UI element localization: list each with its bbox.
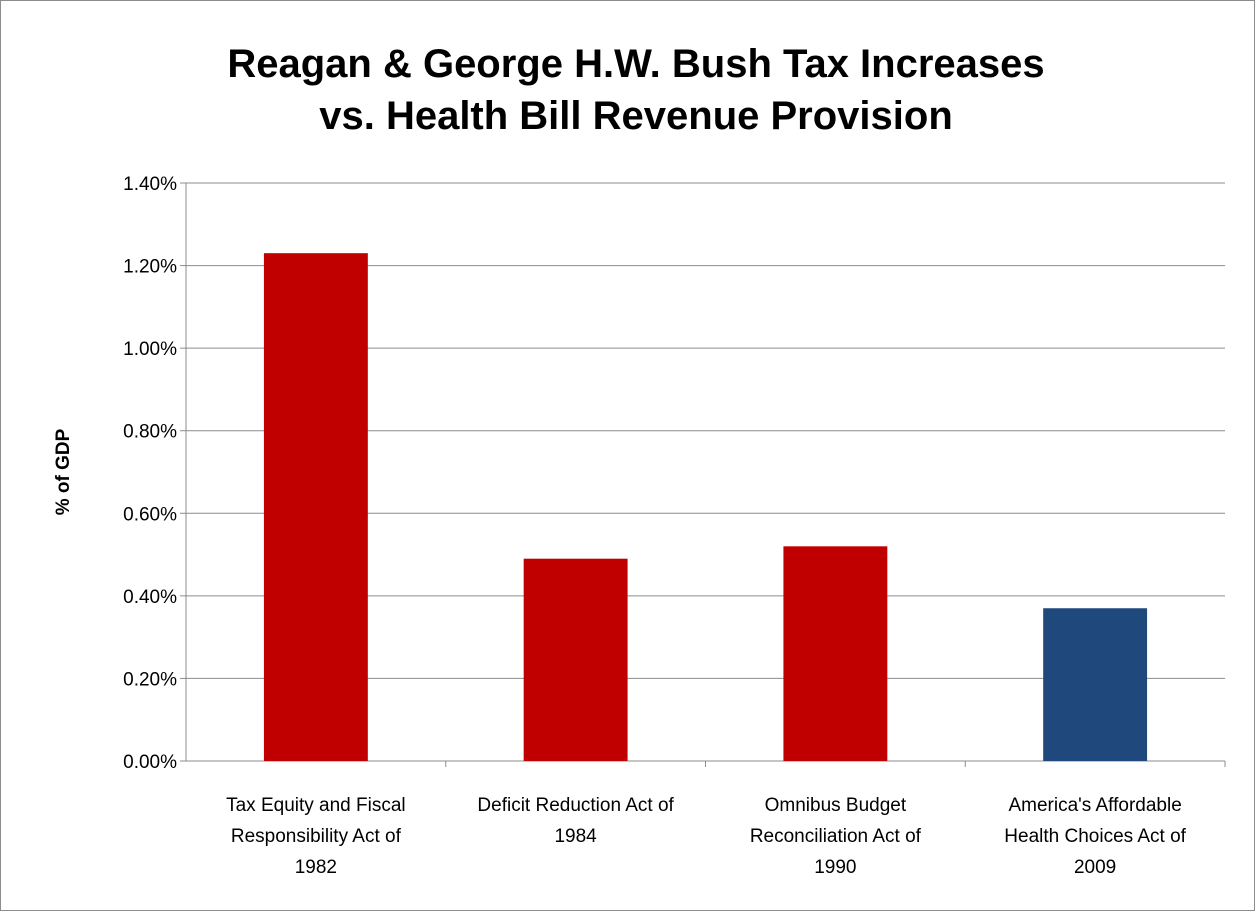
chart-title: Reagan & George H.W. Bush Tax Increases v… — [227, 42, 1044, 138]
chart-title-line-1: vs. Health Bill Revenue Provision — [319, 94, 953, 138]
y-tick-label-4: 0.80% — [123, 422, 177, 443]
x-category-label-0-1: Responsibility Act of — [231, 826, 402, 847]
y-axis-ticks: 0.00% 0.20% 0.40% 0.60% 0.80% 1.00% 1.20% 1.40% — [123, 174, 177, 773]
y-axis-label-text: % of GDP — [53, 428, 74, 515]
x-category-label-2-2: 1990 — [814, 857, 856, 878]
x-category-label-2-0: Omnibus Budget — [765, 795, 907, 816]
bars — [263, 253, 1148, 761]
bar-0 — [263, 253, 368, 761]
x-category-label-1-1: 1984 — [554, 826, 597, 847]
y-tick-label-3: 0.60% — [123, 504, 177, 525]
chart-title-line-0: Reagan & George H.W. Bush Tax Increases — [227, 42, 1044, 86]
x-category-label-3-2: 2009 — [1074, 857, 1116, 878]
y-axis-label: % of GDP — [53, 428, 74, 515]
y-tick-label-7: 1.40% — [123, 174, 177, 195]
x-axis-categories: Tax Equity and Fiscal Responsibility Act … — [226, 795, 1187, 878]
x-category-label-0-0: Tax Equity and Fiscal — [226, 795, 406, 816]
y-tick-label-1: 0.20% — [123, 669, 177, 690]
x-category-label-3-0: America's Affordable — [1008, 795, 1181, 816]
x-category-label-0-2: 1982 — [295, 857, 337, 878]
y-tick-label-6: 1.20% — [123, 257, 177, 278]
y-tick-label-2: 0.40% — [123, 587, 177, 608]
x-category-label-1-0: Deficit Reduction Act of — [477, 795, 674, 816]
y-tick-label-5: 1.00% — [123, 339, 177, 360]
x-category-label-3-1: Health Choices Act of — [1004, 826, 1186, 847]
x-category-label-2-1: Reconciliation Act of — [750, 826, 922, 847]
bar-1 — [523, 558, 628, 761]
y-tick-label-0: 0.00% — [123, 752, 177, 773]
bar-3 — [1043, 608, 1148, 761]
bar-2 — [783, 546, 888, 761]
